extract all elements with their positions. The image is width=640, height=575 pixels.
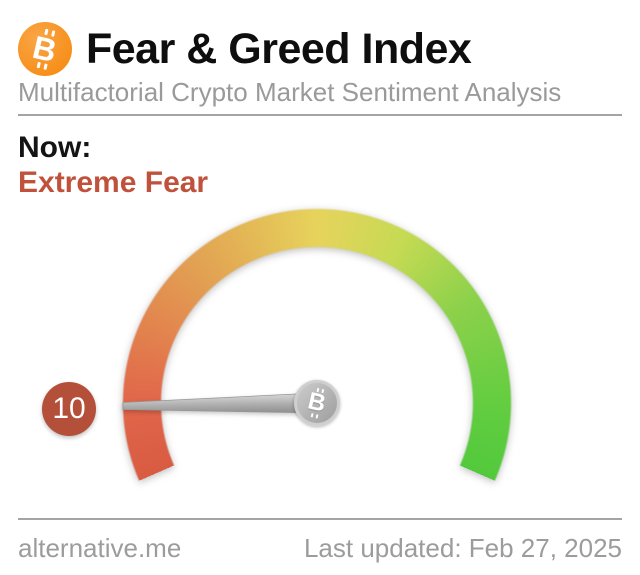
header-divider — [18, 114, 622, 116]
bitcoin-icon: B — [305, 387, 329, 419]
now-label: Now: — [18, 131, 92, 164]
bitcoin-b-glyph: B — [29, 28, 61, 70]
source-link[interactable]: alternative.me — [18, 533, 182, 563]
bitcoin-icon: B — [18, 22, 72, 76]
page-subtitle: Multifactorial Crypto Market Sentiment A… — [18, 77, 562, 107]
gauge-hub: B — [294, 380, 340, 426]
footer-divider — [18, 518, 622, 520]
index-value-badge: 10 — [42, 382, 96, 436]
sentiment-value-label: Extreme Fear — [18, 166, 209, 199]
last-updated-label: Last updated: Feb 27, 2025 — [303, 533, 622, 563]
page-title: Fear & Greed Index — [86, 25, 472, 73]
